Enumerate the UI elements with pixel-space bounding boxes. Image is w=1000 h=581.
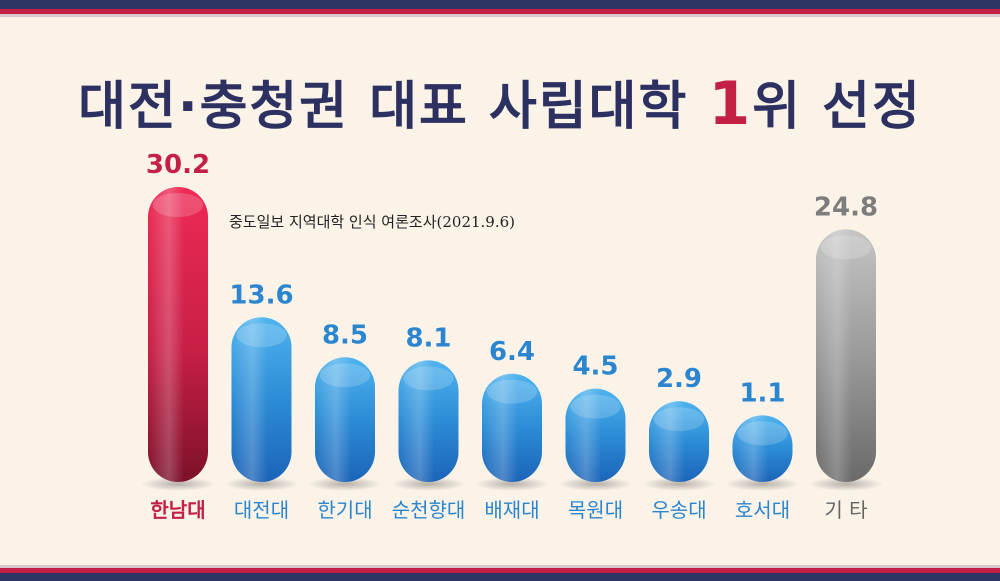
bar-5-category-label: 배재대 (484, 498, 539, 522)
top-stripe-navy (0, 0, 1000, 9)
bottom-stripe-light (0, 565, 1000, 568)
bar-4-cap-highlight (403, 366, 454, 391)
bar-1-category-label: 한남대 (150, 498, 205, 522)
bar-2-category-label: 대전대 (234, 498, 289, 522)
bar-2-shine (231, 317, 292, 482)
bar-1-shadow (140, 477, 216, 491)
bar-5-shine (482, 373, 542, 482)
chart-source-note: 중도일보 지역대학 인식 여론조사(2021.9.6) (229, 213, 516, 231)
top-stripe-red (0, 9, 1000, 14)
bottom-stripe-navy (0, 573, 1000, 581)
bar-8-value-label: 1.1 (739, 378, 785, 408)
bar-4-shine (398, 360, 459, 482)
bar-8-category-label: 호서대 (735, 498, 790, 522)
bar-4-value-label: 8.1 (405, 323, 451, 353)
bar-2-cap-highlight (236, 323, 287, 348)
bar-1-shine (148, 187, 208, 482)
bar-6-value-label: 4.5 (572, 352, 618, 382)
bar-5-cap-highlight (486, 379, 538, 404)
bar-3-cap-highlight (319, 363, 371, 388)
bar-6-cap-highlight (570, 394, 621, 419)
bar-4-category-label: 순천향대 (392, 498, 466, 522)
title-main: 대전·충청권 대표 사립대학 (78, 77, 709, 137)
title-suffix: 위 선정 (752, 77, 922, 137)
bar-8-shadow (725, 477, 800, 491)
bar-2-shadow (224, 477, 299, 491)
bar-8-shine (732, 415, 793, 482)
bar-7-shine (649, 401, 709, 482)
bar-8-cap-highlight (737, 421, 788, 446)
bar-3-value-label: 8.5 (322, 320, 368, 350)
bar-6-category-label: 목원대 (568, 498, 623, 522)
bar-6-shadow (558, 477, 633, 491)
bar-3-shine (315, 357, 375, 482)
bar-7-shadow (641, 477, 717, 491)
bar-9-shadow (808, 477, 884, 491)
bar-3-category-label: 한기대 (317, 498, 372, 522)
bottom-stripe-red (0, 568, 1000, 573)
title-accent: 1 (708, 69, 753, 139)
top-stripe-light (0, 14, 1000, 17)
bar-7-value-label: 2.9 (656, 364, 702, 394)
bar-9-category-label: 기 타 (824, 498, 867, 522)
bar-7-cap-highlight (653, 407, 705, 432)
page-title: 대전·충청권 대표 사립대학 1위 선정 (0, 64, 1000, 139)
bar-9-value-label: 24.8 (814, 192, 878, 222)
bar-5-shadow (474, 477, 550, 491)
bar-2-value-label: 13.6 (229, 280, 293, 310)
bar-3-shadow (307, 477, 383, 491)
bar-1-cap-highlight (152, 193, 204, 217)
bar-5-value-label: 6.4 (489, 337, 535, 367)
bar-4-shadow (391, 477, 466, 491)
bar-1-value-label: 30.2 (146, 150, 210, 180)
bar-6-shine (565, 388, 626, 482)
bar-9-cap-highlight (820, 235, 872, 260)
bar-9-shine (816, 229, 876, 482)
bar-7-category-label: 우송대 (651, 498, 706, 522)
